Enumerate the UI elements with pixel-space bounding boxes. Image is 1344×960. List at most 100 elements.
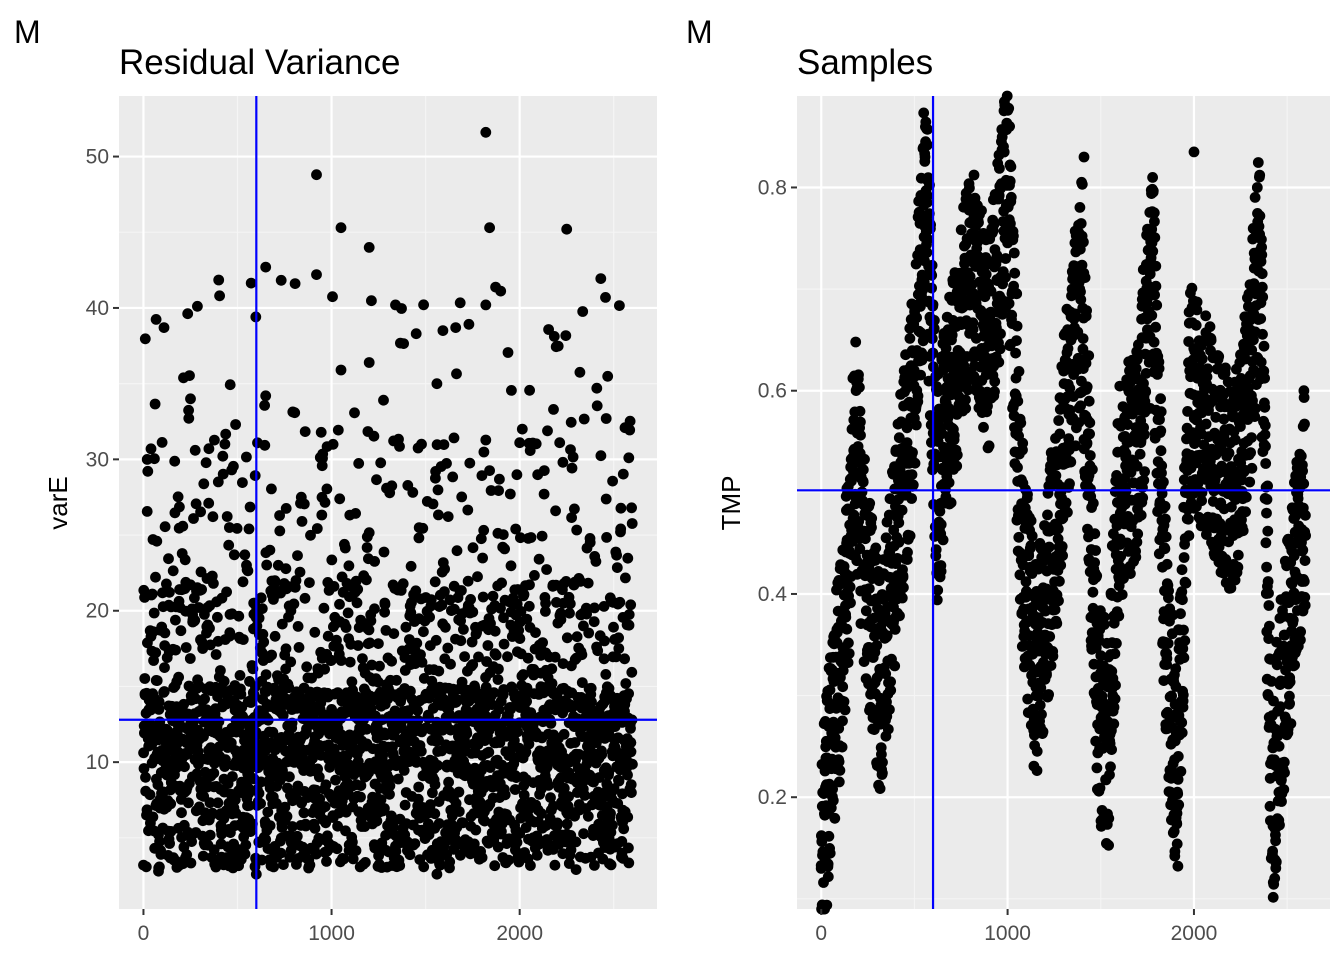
data-point [327, 438, 339, 450]
data-point [904, 530, 916, 542]
data-point [423, 692, 435, 704]
data-point [451, 368, 462, 380]
data-point [147, 811, 159, 823]
data-point [1091, 762, 1103, 774]
data-point [994, 343, 1006, 355]
data-point [1103, 839, 1114, 851]
data-point [1175, 766, 1187, 777]
data-point [314, 793, 326, 805]
data-point [313, 771, 325, 783]
data-point [595, 450, 607, 462]
data-point [588, 616, 600, 628]
data-point [212, 476, 224, 488]
data-point [1075, 218, 1087, 229]
data-point [256, 854, 268, 866]
data-point [311, 523, 323, 534]
data-point [973, 217, 984, 228]
data-point [398, 338, 409, 349]
data-point [264, 820, 276, 831]
data-point [569, 503, 580, 515]
data-point [951, 460, 963, 472]
data-point [596, 749, 608, 760]
data-point [843, 648, 855, 659]
data-point [1200, 418, 1212, 430]
data-point [838, 696, 850, 707]
data-point [623, 688, 634, 699]
data-point [860, 605, 872, 617]
data-point [467, 606, 479, 618]
data-point [1013, 531, 1025, 543]
data-point [619, 653, 630, 665]
data-point [394, 860, 406, 871]
data-point [188, 513, 199, 524]
data-point [627, 758, 638, 770]
data-point [515, 532, 526, 544]
data-point [379, 606, 390, 618]
data-point [1162, 638, 1174, 649]
data-point [505, 560, 517, 572]
data-point [881, 630, 893, 641]
data-point [349, 407, 360, 419]
data-point [318, 602, 330, 614]
data-point [605, 859, 617, 871]
data-point [1053, 595, 1064, 607]
data-point [293, 642, 305, 653]
data-point [1196, 353, 1208, 365]
data-point [893, 432, 905, 444]
data-point [255, 592, 267, 604]
data-point [513, 856, 525, 868]
x-tick-label: 2000 [496, 922, 543, 945]
data-point [369, 556, 380, 567]
data-point [296, 516, 308, 527]
data-point [533, 553, 545, 565]
data-point [1017, 437, 1029, 449]
data-point [472, 571, 483, 583]
data-point [338, 853, 350, 865]
data-point [1176, 717, 1188, 728]
data-point [480, 434, 492, 446]
data-point [839, 704, 851, 716]
data-point [299, 592, 311, 604]
data-point [266, 649, 277, 661]
data-point [407, 487, 419, 498]
data-point [353, 458, 365, 469]
data-point [346, 676, 358, 688]
data-point [595, 273, 607, 284]
data-point [554, 437, 566, 449]
data-point [1130, 551, 1142, 563]
data-point [827, 783, 838, 795]
data-point [484, 222, 495, 234]
data-point [427, 498, 439, 510]
data-point [1108, 718, 1120, 730]
plot-tag: M [14, 14, 41, 50]
data-point [461, 728, 473, 739]
data-point [929, 315, 940, 326]
data-point [570, 864, 582, 875]
data-point [183, 404, 195, 416]
data-point [922, 123, 933, 135]
data-point [844, 581, 856, 593]
data-point [355, 780, 367, 791]
data-point [614, 596, 626, 608]
data-point [1170, 663, 1182, 674]
data-point [190, 498, 202, 510]
data-point [204, 797, 216, 809]
data-point [199, 693, 211, 705]
data-point [455, 635, 467, 647]
data-point [1091, 570, 1103, 582]
data-point [334, 493, 346, 505]
data-point [309, 823, 321, 834]
data-point [531, 849, 543, 861]
data-point [1240, 506, 1251, 518]
data-point [493, 663, 504, 675]
data-point [200, 457, 212, 469]
data-point [1052, 523, 1064, 535]
y-tick-label: 20 [86, 600, 109, 623]
data-point [1147, 245, 1159, 257]
data-point [983, 440, 995, 452]
data-point [269, 575, 281, 587]
data-point [1090, 545, 1101, 556]
data-point [284, 771, 295, 783]
data-point [374, 660, 385, 672]
data-point [357, 653, 368, 664]
